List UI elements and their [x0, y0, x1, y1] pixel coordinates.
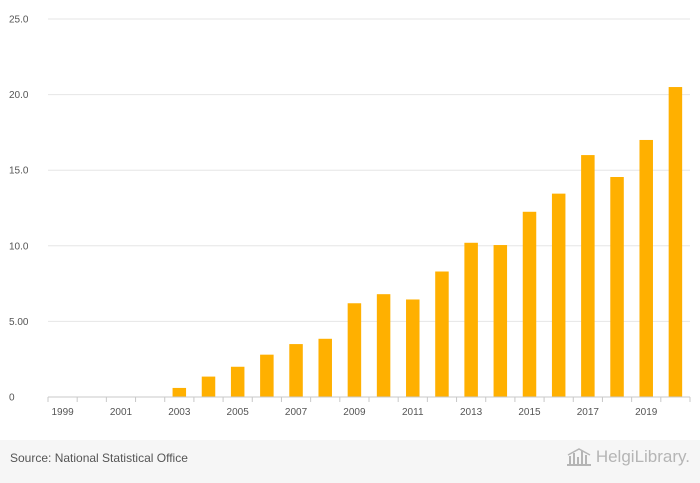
bar-2008	[318, 338, 332, 397]
source-note: Source: National Statistical Office	[10, 451, 188, 465]
y-tick-label: 15.0	[9, 166, 29, 177]
bar-2003	[172, 387, 187, 397]
library-building-icon	[566, 448, 591, 466]
bar-2011	[406, 299, 420, 397]
bar-2013	[464, 242, 478, 397]
y-tick-label: 0	[9, 393, 15, 404]
x-tick-label: 2009	[343, 407, 366, 418]
x-tick-label: 2001	[110, 407, 133, 418]
brand-name: HelgiLibrary.	[595, 447, 690, 466]
x-tick-label: 2011	[402, 407, 424, 418]
bar-2007	[289, 344, 303, 397]
y-tick-label: 5.00	[9, 317, 29, 328]
y-tick-label: 20.0	[9, 90, 29, 101]
bar-2019	[639, 139, 653, 397]
bar-2004	[201, 376, 216, 397]
bar-2015	[522, 211, 537, 397]
bar-2005	[230, 366, 245, 397]
y-tick-label: 10.0	[9, 241, 29, 252]
x-tick-label: 2015	[518, 407, 541, 418]
y-tick-label: 25.0	[9, 15, 29, 26]
axes: 0 5.00 10.0 15.0 20.0 25.0 1999 2001 2003 2005 200…	[9, 15, 691, 418]
x-tick-label: 2017	[577, 407, 600, 418]
bar-2012	[435, 271, 449, 397]
bar-2020	[668, 87, 683, 397]
bar-2014	[493, 245, 508, 397]
x-tick-label: 2007	[285, 407, 308, 418]
bar-2010	[376, 294, 391, 397]
brand-logo-group[interactable]: HelgiLibrary.	[566, 447, 690, 467]
chart-footer: Source: National Statistical Office Helg…	[0, 440, 700, 483]
x-tick-label: 2005	[227, 407, 250, 418]
bar-2009	[347, 303, 362, 397]
bar-2018	[610, 177, 624, 397]
bar-2006	[260, 354, 274, 397]
x-tick-label: 2013	[460, 407, 483, 418]
bars	[172, 87, 683, 397]
bar-2016	[551, 193, 566, 397]
bar-2017	[581, 155, 595, 397]
x-tick-label: 2003	[168, 407, 191, 418]
bar-chart: 0 5.00 10.0 15.0 20.0 25.0 1999 2001 2003 2005 200…	[9, 15, 691, 418]
x-tick-label: 2019	[635, 407, 658, 418]
x-tick-label: 1999	[51, 407, 74, 418]
